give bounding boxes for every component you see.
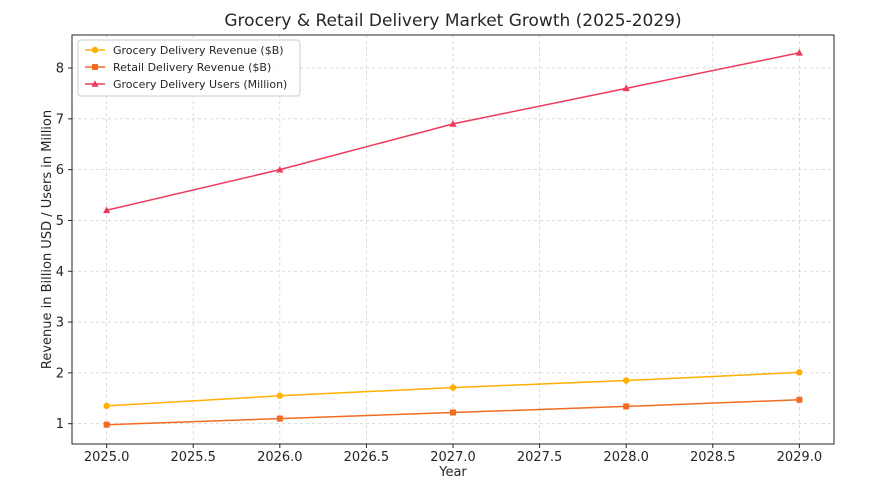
series-1	[103, 369, 803, 410]
legend-item: Grocery Delivery Users (Million)	[85, 78, 287, 91]
x-tick-label: 2028.0	[603, 450, 649, 465]
legend-marker	[92, 64, 98, 70]
y-tick-label: 6	[56, 163, 64, 178]
y-tick-label: 1	[56, 417, 64, 432]
legend-label: Retail Delivery Revenue ($B)	[113, 61, 271, 74]
data-point	[276, 165, 284, 173]
data-point	[276, 415, 283, 422]
data-point	[795, 48, 803, 56]
data-point	[450, 409, 456, 416]
y-tick-label: 2	[56, 366, 64, 381]
data-point	[796, 369, 803, 376]
data-point	[103, 402, 110, 410]
data-point	[276, 392, 284, 399]
x-tick-label: 2029.0	[777, 450, 823, 465]
y-tick-label: 3	[56, 316, 64, 331]
x-tick-label: 2026.5	[344, 450, 390, 465]
data-point	[622, 377, 630, 384]
series-lines	[103, 48, 803, 428]
y-tick-label: 8	[56, 62, 64, 77]
x-tick-label: 2027.0	[430, 450, 476, 465]
y-tick-label: 7	[56, 112, 64, 127]
x-tick-label: 2028.5	[690, 450, 736, 465]
legend-label: Grocery Delivery Users (Million)	[113, 78, 287, 91]
chart-title: Grocery & Retail Delivery Market Growth …	[224, 11, 681, 31]
legend-box	[77, 39, 301, 97]
legend-marker	[91, 46, 99, 54]
data-point	[623, 403, 630, 410]
x-axis-ticks: 2025.0 2025.5 2026.0 2026.5 2027.0 2027.5 2028…	[84, 444, 822, 465]
legend-marker	[91, 80, 99, 87]
data-point	[103, 206, 111, 214]
grid	[72, 35, 834, 444]
series-3	[103, 48, 803, 214]
x-tick-label: 2026.0	[257, 450, 303, 465]
y-axis-label: Revenue in Billion USD / Users in Millio…	[40, 110, 55, 369]
data-point	[622, 84, 630, 92]
data-point	[796, 396, 803, 403]
legend-label: Grocery Delivery Revenue ($B)	[113, 44, 284, 57]
x-tick-label: 2025.5	[170, 450, 216, 465]
data-point	[449, 384, 457, 391]
data-point	[449, 120, 457, 127]
x-tick-label: 2025.0	[84, 450, 130, 465]
x-axis-label: Year	[438, 465, 467, 480]
legend: Grocery Delivery Revenue ($B) Retail Deli…	[77, 39, 301, 97]
data-point	[103, 421, 110, 428]
series-2	[103, 396, 803, 428]
legend-item: Grocery Delivery Revenue ($B)	[85, 44, 284, 57]
legend-item: Retail Delivery Revenue ($B)	[85, 61, 271, 74]
y-tick-label: 5	[56, 214, 64, 229]
x-tick-label: 2027.5	[517, 450, 563, 465]
y-axis-ticks: 1 2 3 4 5 6 7 8	[56, 62, 72, 432]
y-tick-label: 4	[56, 265, 64, 280]
